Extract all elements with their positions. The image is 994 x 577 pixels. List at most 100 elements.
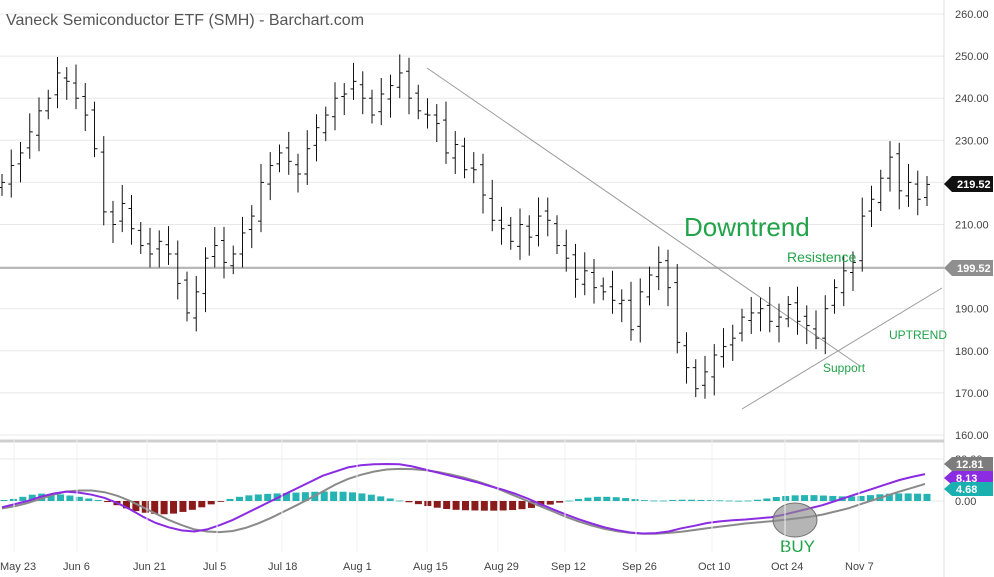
macd-histogram-bar [367,494,375,501]
macd-histogram-bar [264,493,272,501]
ohlc-bar [267,152,274,201]
macd-histogram-bar [75,496,83,501]
ohlc-bar [239,216,246,268]
uptrend-line [741,287,943,410]
ohlc-bar [461,137,468,179]
annotation-downtrend: Downtrend [684,212,810,242]
macd-histogram-bar [499,501,507,511]
macd-histogram-bar [546,501,554,505]
macd-histogram-bar [584,497,592,501]
macd-histogram-bar [885,493,893,501]
ohlc-bar [850,251,856,292]
macd-histogram-bar [66,495,74,501]
macd-purple-line [1,462,926,535]
ohlc-bar [350,62,357,100]
macd-histogram-bar [283,493,291,501]
macd-label-teal: 4.68 [944,482,993,496]
ohlc-bar [359,71,366,115]
macd-histogram-bar [819,495,827,501]
macd-histogram-bar [518,501,526,510]
macd-histogram-bar [829,495,837,501]
ohlc-bar [507,216,514,250]
ohlc-bar [665,249,671,307]
macd-histogram-bar [320,491,328,501]
macd-histogram-bar [782,495,790,501]
ohlc-bar [304,130,311,185]
svg-text:4.68: 4.68 [956,484,977,496]
ohlc-bar [729,324,736,361]
macd-histogram-bar [640,500,648,501]
ohlc-bar [322,106,329,142]
ohlc-bar [914,170,921,216]
annotation-support: Support [823,361,866,375]
macd-histogram-bar [593,496,601,501]
x-tick: Jul 5 [203,561,226,573]
ohlc-bar [91,101,98,158]
x-tick: Aug 15 [413,561,448,573]
macd-histogram-bar [866,495,874,501]
ohlc-bar [618,289,625,323]
macd-histogram-bar [141,501,149,513]
ohlc-bar [803,305,810,345]
ohlc-bar [711,344,718,396]
ohlc-bar [868,185,875,228]
macd-histogram-bar [565,500,573,502]
ohlc-bar [211,227,218,268]
ohlc-bar [924,176,930,206]
macd-histogram-bar [527,501,535,508]
macd-histogram-bar [19,496,27,501]
macd-histogram-bar [94,499,102,501]
macd-histogram-bar [245,495,253,501]
ohlc-bar [73,64,79,110]
macd-gray-line [1,467,926,535]
ohlc-bar [739,308,745,342]
chart-title: Vaneck Semiconductor ETF (SMH) - Barchar… [6,12,364,29]
macd-histogram-bar [725,500,733,502]
ohlc-bar [82,83,89,132]
ohlc-bar [119,184,126,233]
macd-histogram-bar [848,496,856,501]
macd-histogram-bar [612,497,620,501]
macd-histogram-bar [923,493,931,501]
macd-histogram-bar [235,496,243,501]
macd-histogram-bar [254,494,262,501]
x-tick: Jun 21 [133,561,166,573]
svg-text:12.81: 12.81 [956,459,984,471]
macd-histogram-bar [151,501,159,514]
macd-histogram-bar [170,501,178,514]
macd-histogram-bar [650,500,658,502]
ohlc-bar [896,142,903,210]
macd-histogram-bar [904,493,912,501]
macd-histogram-bar [414,501,422,505]
macd-histogram-bar [377,496,385,501]
macd-histogram-bar [509,501,517,511]
macd-histogram-bar [28,494,36,501]
macd-histogram-bar [622,498,630,501]
ohlc-bar [26,113,33,159]
ohlc-bar [794,286,801,335]
ohlc-bar [128,195,135,245]
ohlc-bar [295,153,301,193]
macd-histogram-bar [706,500,714,501]
macd-histogram-bar [801,495,809,501]
macd-histogram-bar [330,491,338,501]
macd-histogram-bar [179,501,187,512]
ohlc-bar [563,229,570,272]
macd-histogram-bar [339,491,347,501]
ohlc-bar [221,227,227,279]
ohlc-bar [544,197,551,237]
macd-histogram-bar [207,501,215,505]
macd-histogram-bar [0,499,8,501]
macd-histogram-bar [396,500,404,502]
ohlc-bar [600,277,607,301]
price-y-tick: 180.00 [955,346,989,358]
x-tick: Jun 6 [63,561,90,573]
ohlc-bar [165,226,172,265]
ohlc-bar [757,297,764,332]
macd-histogram-bar [104,501,112,503]
ohlc-bar [156,230,163,268]
ohlc-bar [720,328,727,368]
ohlc-bar [776,303,782,343]
